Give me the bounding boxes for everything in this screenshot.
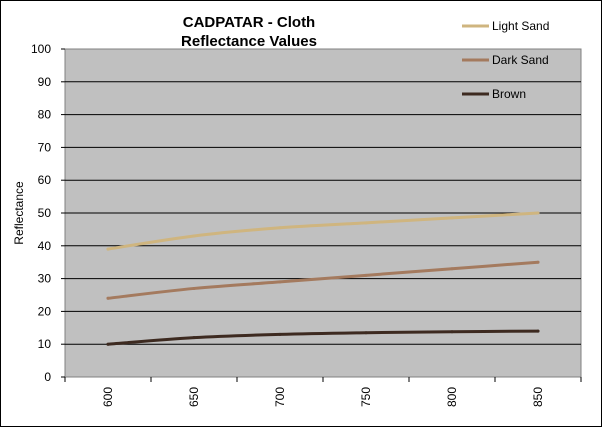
y-tick-label-90: 90	[38, 75, 52, 89]
chart-title-line-2: Reflectance Values	[181, 33, 317, 50]
y-tick-label-60: 60	[38, 173, 52, 187]
x-tick-label-600: 600	[101, 387, 115, 407]
data-point-dark-sand-700	[278, 280, 282, 284]
x-tick-label-700: 700	[273, 387, 287, 407]
data-point-light-sand-650	[192, 234, 196, 238]
y-tick-label-10: 10	[38, 337, 52, 351]
data-point-dark-sand-650	[192, 286, 196, 290]
data-point-brown-600	[106, 342, 110, 346]
chart-title-line-1: CADPATAR - Cloth	[183, 14, 315, 31]
x-tick-label-750: 750	[359, 387, 373, 407]
series-line-brown	[106, 329, 540, 346]
series-line-dark-sand	[106, 260, 540, 300]
legend-label-brown: Brown	[492, 87, 526, 101]
y-tick-label-20: 20	[38, 304, 52, 318]
data-point-light-sand-600	[106, 247, 110, 251]
y-tick-label-80: 80	[38, 108, 52, 122]
data-point-brown-850	[536, 329, 540, 333]
data-point-light-sand-850	[536, 211, 540, 215]
data-point-light-sand-800	[450, 216, 454, 220]
y-axis-title: Reflectance	[12, 181, 26, 245]
y-tick-label-0: 0	[44, 370, 51, 384]
y-tick-label-70: 70	[38, 140, 52, 154]
x-tick-label-850: 850	[531, 387, 545, 407]
data-point-dark-sand-800	[450, 267, 454, 271]
y-tick-label-30: 30	[38, 272, 52, 286]
series-line-light-sand	[106, 211, 540, 251]
data-point-light-sand-700	[278, 226, 282, 230]
data-point-brown-750	[364, 331, 368, 335]
y-tick-label-100: 100	[31, 42, 51, 56]
x-tick-label-800: 800	[445, 387, 459, 407]
gridlines	[61, 48, 582, 382]
x-tick-label-650: 650	[187, 387, 201, 407]
y-tick-label-40: 40	[38, 239, 52, 253]
legend: Light Sand Dark Sand Brown	[462, 19, 549, 101]
y-axis-tick-labels: 0 10 20 30 40 50 60 70 80 90 100	[31, 42, 51, 384]
series-lines	[106, 211, 540, 346]
data-point-brown-650	[192, 336, 196, 340]
data-point-dark-sand-750	[364, 273, 368, 277]
data-point-light-sand-750	[364, 221, 368, 225]
legend-label-dark-sand: Dark Sand	[492, 53, 549, 67]
data-point-brown-700	[278, 332, 282, 336]
legend-label-light-sand: Light Sand	[492, 19, 549, 33]
x-axis-tick-labels: 600 650 700 750 800 850	[101, 387, 545, 407]
y-tick-label-50: 50	[38, 206, 52, 220]
data-point-dark-sand-850	[536, 260, 540, 264]
data-point-brown-800	[450, 330, 454, 334]
data-point-dark-sand-600	[106, 296, 110, 300]
